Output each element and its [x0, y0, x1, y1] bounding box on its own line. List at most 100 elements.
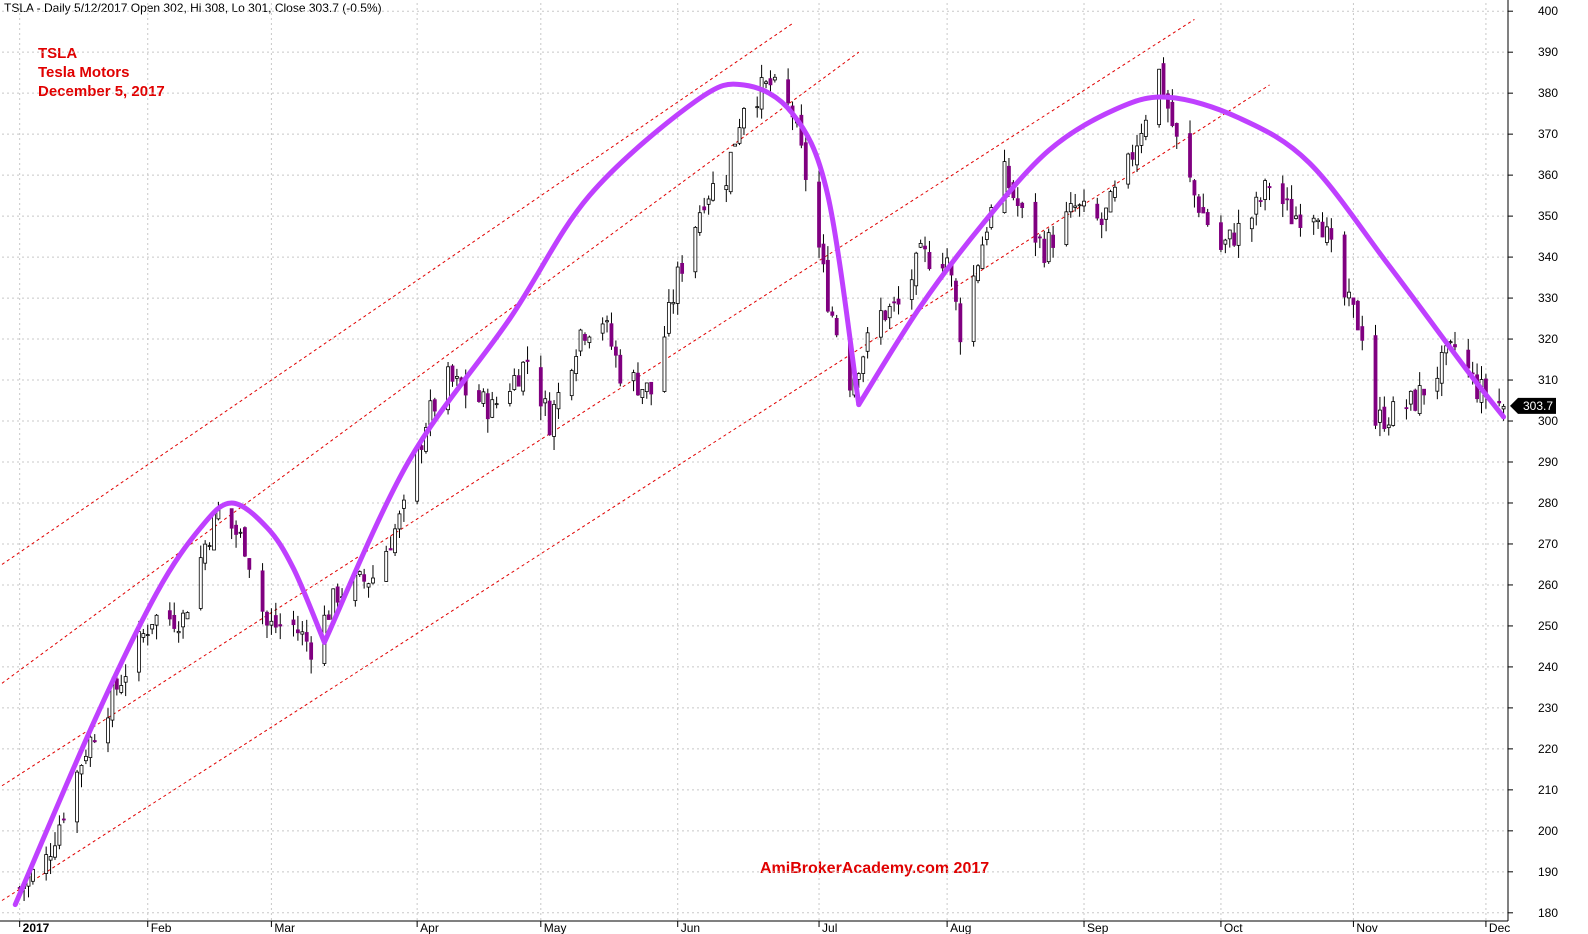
candle-body — [697, 212, 702, 233]
candle-body — [923, 245, 927, 250]
candle-body — [675, 266, 680, 304]
candle-body — [605, 320, 609, 323]
candle-body — [388, 548, 393, 551]
y-tick-label: 300 — [1538, 414, 1558, 428]
candle-body — [1311, 217, 1316, 223]
x-tick-label: Dec — [1489, 921, 1510, 934]
candle-body — [84, 755, 88, 762]
candle-body — [525, 359, 530, 362]
y-tick-label: 390 — [1538, 45, 1558, 59]
arc-curve — [321, 81, 862, 645]
candle-body — [1320, 221, 1325, 238]
candle-body — [547, 400, 552, 436]
last-price-label: 303.7 — [1523, 399, 1553, 413]
candle-body — [1422, 388, 1426, 396]
annotation-name: Tesla Motors — [38, 64, 130, 81]
candle-body — [397, 513, 402, 530]
candle-body — [1453, 344, 1457, 348]
candle-body — [357, 571, 362, 576]
candle-body — [1007, 165, 1011, 189]
y-tick-label: 330 — [1538, 291, 1558, 305]
candle-body — [1082, 200, 1086, 207]
candle-body — [300, 631, 305, 635]
candle-body — [150, 624, 155, 630]
candle-body — [512, 375, 517, 390]
candle-body — [446, 366, 450, 411]
candle-body — [1373, 335, 1378, 426]
y-tick-label: 210 — [1538, 783, 1558, 797]
candle-body — [1037, 236, 1042, 239]
candle-body — [1192, 180, 1197, 196]
candle-body — [1263, 180, 1267, 200]
candle-body — [362, 574, 367, 582]
y-tick-label: 280 — [1538, 496, 1558, 510]
candle-body — [114, 678, 119, 690]
candle-body — [485, 393, 490, 420]
candle-body — [1391, 401, 1396, 426]
candle-body — [538, 367, 543, 407]
candle-body — [1161, 63, 1166, 98]
y-tick-label: 220 — [1538, 742, 1558, 756]
candle-body — [702, 206, 707, 211]
candle-body — [75, 771, 79, 823]
candle-body — [600, 323, 605, 334]
candle-body — [167, 610, 172, 620]
candle-body — [229, 508, 234, 529]
candle-body — [507, 391, 512, 404]
x-tick-label: Oct — [1224, 921, 1243, 934]
candle-body — [954, 280, 958, 302]
candle-body — [666, 302, 671, 334]
candle-body — [569, 370, 574, 397]
candle-body — [878, 310, 883, 338]
candle-body — [574, 356, 579, 374]
candle-body — [1267, 186, 1272, 189]
candle-body — [786, 79, 791, 104]
candle-body — [764, 81, 768, 84]
candle-body — [1236, 222, 1241, 246]
candle-body — [141, 633, 146, 638]
candle-body — [415, 448, 420, 502]
candle-body — [1064, 211, 1069, 245]
candle-body — [1073, 205, 1078, 208]
candle-body — [927, 252, 932, 270]
x-tick-label: Jul — [822, 921, 837, 934]
candle-body — [176, 630, 181, 634]
candle-body — [490, 399, 495, 418]
candle-body — [759, 77, 764, 110]
y-tick-label: 340 — [1538, 250, 1558, 264]
x-tick-label: Sep — [1087, 921, 1109, 934]
candle-body — [583, 334, 587, 341]
candle-body — [680, 263, 685, 274]
y-tick-label: 380 — [1538, 86, 1558, 100]
candle-body — [742, 108, 746, 129]
candle-body — [587, 336, 592, 343]
candle-body — [817, 181, 821, 248]
candle-body — [825, 259, 830, 312]
candle-body — [181, 612, 185, 628]
candle-body — [1289, 198, 1294, 225]
candle-body — [61, 818, 66, 821]
candle-body — [1316, 219, 1320, 223]
candle-body — [640, 389, 645, 398]
x-tick-label: Mar — [274, 921, 295, 934]
annotation-ticker: TSLA — [38, 45, 78, 62]
candle-body — [609, 323, 614, 347]
candle-body — [119, 685, 124, 693]
candle-body — [1196, 196, 1201, 213]
candle-body — [613, 346, 618, 356]
candle-body — [309, 642, 314, 660]
candle-body — [432, 399, 437, 412]
candle-body — [1285, 198, 1290, 201]
candle-body — [1360, 326, 1365, 341]
candle-body — [57, 824, 62, 846]
candle-body — [1113, 186, 1117, 198]
candle-body — [1325, 226, 1329, 243]
candle-body — [1232, 232, 1237, 246]
y-tick-label: 320 — [1538, 332, 1558, 346]
candle-body — [618, 354, 623, 384]
y-tick-label: 270 — [1538, 537, 1558, 551]
candle-body — [212, 513, 216, 551]
candle-body — [384, 550, 389, 582]
y-tick-label: 200 — [1538, 824, 1558, 838]
x-tick-label: Jun — [681, 921, 700, 934]
